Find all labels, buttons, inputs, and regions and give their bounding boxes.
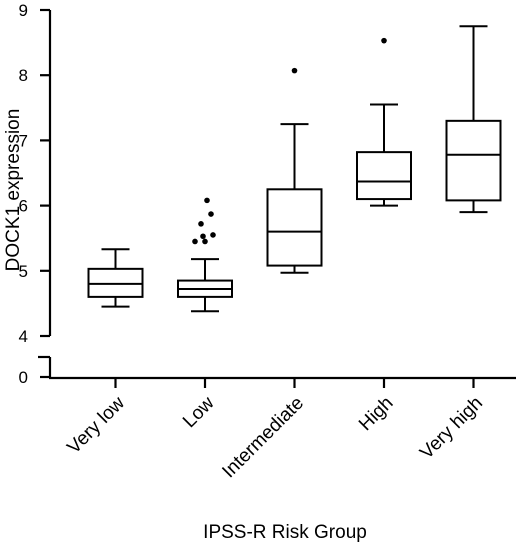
box-iqr (266, 188, 323, 267)
box-group-4 (445, 25, 502, 214)
outlier-point (198, 221, 204, 227)
outlier-point (192, 238, 198, 245)
y-tick-label-5: 5 (19, 262, 28, 281)
x-axis: Very low Low Intermediate High Very high (49, 376, 516, 482)
y-tick-label-0: 0 (19, 368, 28, 387)
y-axis: 0 4 5 6 7 8 9 (19, 1, 52, 387)
x-tick-label-3: High (355, 393, 397, 435)
outlier-point (208, 211, 214, 217)
outlier-point (202, 238, 208, 245)
outlier-point (381, 37, 387, 44)
y-axis-title: DOCK1 expression (3, 109, 24, 272)
outlier-point (204, 197, 210, 204)
box-group-0 (87, 248, 144, 308)
x-tick-label-2: Intermediate (218, 393, 308, 483)
y-tick-label-8: 8 (19, 66, 28, 85)
y-tick-label-4: 4 (19, 327, 28, 346)
box-iqr (445, 119, 502, 202)
y-tick-label-6: 6 (19, 197, 28, 216)
outlier-point (210, 232, 216, 238)
x-tick-label-0: Very low (63, 392, 129, 458)
outlier-point (291, 67, 298, 74)
y-tick-label-9: 9 (19, 1, 28, 20)
x-tick-label-4: Very high (416, 393, 487, 464)
boxes (87, 25, 502, 313)
x-tick-label-1: Low (179, 392, 219, 432)
box-group-2 (266, 67, 323, 274)
box-group-1 (177, 197, 233, 313)
outlier-point (200, 233, 206, 240)
box-iqr (356, 151, 412, 201)
x-ticks: Very low Low Intermediate High Very high (63, 378, 487, 482)
box-group-3 (356, 37, 412, 207)
y-tick-label-7: 7 (19, 131, 28, 150)
x-axis-title: IPSS-R Risk Group (203, 522, 367, 543)
y-ticks: 4 5 6 7 8 9 (19, 1, 50, 346)
